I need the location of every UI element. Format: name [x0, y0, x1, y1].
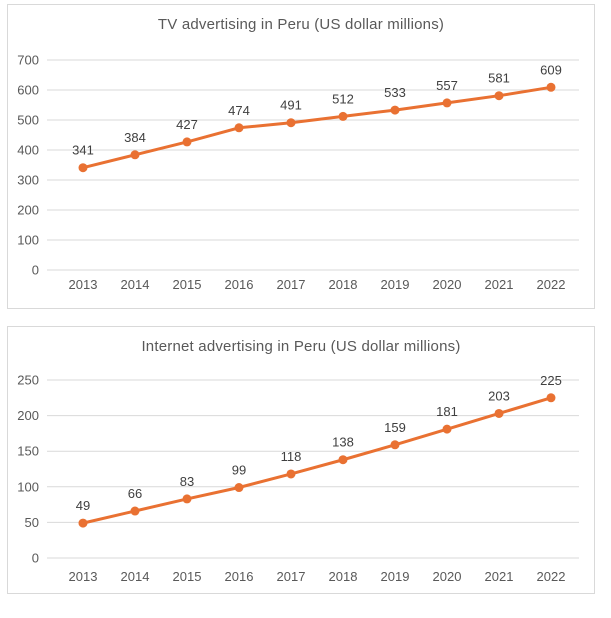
data-label: 203: [488, 388, 510, 403]
data-point-marker: [78, 518, 88, 528]
y-axis-tick-label: 700: [17, 53, 39, 68]
x-axis-tick-label: 2020: [433, 277, 462, 292]
data-label: 581: [488, 71, 510, 86]
y-axis-tick-label: 600: [17, 83, 39, 98]
data-label: 384: [124, 130, 146, 145]
x-axis-tick-label: 2021: [485, 569, 514, 584]
series-line: [81, 396, 553, 525]
series-line: [81, 85, 553, 170]
tv-chart-title: TV advertising in Peru (US dollar millio…: [157, 16, 445, 33]
data-point-marker: [78, 163, 88, 173]
x-axis-tick-label: 2017: [277, 277, 306, 292]
data-label: 557: [436, 78, 458, 93]
y-axis-tick-label: 200: [17, 203, 39, 218]
data-point-marker: [234, 123, 244, 133]
y-axis-tick-label: 500: [17, 113, 39, 128]
data-label: 66: [128, 486, 142, 501]
data-point-marker: [182, 494, 192, 504]
y-axis-tick-label: 0: [32, 551, 39, 566]
data-point-marker: [494, 91, 504, 101]
data-point-marker: [442, 98, 452, 108]
data-point-marker: [130, 506, 140, 516]
x-axis-tick-label: 2020: [433, 569, 462, 584]
y-axis-tick-label: 300: [17, 173, 39, 188]
data-point-marker: [546, 393, 556, 403]
data-point-marker: [234, 483, 244, 493]
x-axis-tick-label: 2022: [537, 277, 566, 292]
data-label: 49: [76, 498, 90, 513]
tv-advertising-line-chart: 0 100 200 300 400 500 600 700 2013 2014 2015 2016 20…: [17, 53, 579, 292]
data-point-marker: [286, 118, 296, 128]
y-axis-tick-label: 100: [17, 233, 39, 248]
y-axis-tick-label: 50: [25, 515, 39, 530]
x-axis-tick-label: 2018: [329, 569, 358, 584]
data-label: 99: [232, 463, 246, 478]
data-label: 427: [176, 117, 198, 132]
data-point-marker: [338, 455, 348, 465]
x-axis-tick-label: 2016: [225, 569, 254, 584]
data-label: 341: [72, 143, 94, 158]
data-point-marker: [442, 424, 452, 434]
x-axis-tick-label: 2014: [121, 277, 150, 292]
y-axis-tick-label: 250: [17, 373, 39, 388]
data-point-marker: [286, 469, 296, 479]
data-label: 609: [540, 62, 562, 77]
data-point-marker: [494, 408, 504, 418]
x-axis-tick-label: 2013: [69, 569, 98, 584]
data-point-marker: [546, 82, 556, 92]
data-label: 83: [180, 474, 194, 489]
x-axis-tick-label: 2013: [69, 277, 98, 292]
x-axis-tick-label: 2016: [225, 277, 254, 292]
internet-chart-title: Internet advertising in Peru (US dollar …: [141, 338, 461, 355]
x-axis-tick-label: 2019: [381, 569, 410, 584]
data-label: 491: [280, 98, 302, 113]
x-axis-tick-label: 2021: [485, 277, 514, 292]
y-axis-tick-label: 400: [17, 143, 39, 158]
x-axis-tick-label: 2015: [173, 569, 202, 584]
data-label: 225: [540, 373, 562, 388]
x-axis-tick-label: 2018: [329, 277, 358, 292]
data-label: 512: [332, 91, 354, 106]
data-point-marker: [338, 111, 348, 121]
data-label: 533: [384, 85, 406, 100]
data-point-marker: [390, 105, 400, 115]
data-label: 159: [384, 420, 406, 435]
data-point-marker: [182, 137, 192, 147]
y-axis-tick-label: 100: [17, 479, 39, 494]
data-label: 474: [228, 103, 250, 118]
data-label: 118: [281, 449, 302, 464]
x-axis-tick-label: 2022: [537, 569, 566, 584]
x-axis-tick-label: 2015: [173, 277, 202, 292]
tv-advertising-chart-panel: 0 100 200 300 400 500 600 700 2013 2014 2015 2016 20…: [7, 4, 595, 309]
data-point-marker: [390, 440, 400, 450]
internet-advertising-line-chart: 0 50 100 150 200 250 2013 2014 2015 2016 2017 2018 2…: [17, 373, 579, 584]
x-axis-tick-label: 2017: [277, 569, 306, 584]
y-axis-tick-label: 200: [17, 408, 39, 423]
data-label: 138: [332, 435, 354, 450]
x-axis-tick-label: 2019: [381, 277, 410, 292]
y-axis-tick-label: 0: [32, 263, 39, 278]
x-axis-tick-label: 2014: [121, 569, 150, 584]
data-label: 181: [436, 404, 458, 419]
internet-advertising-chart-panel: 0 50 100 150 200 250 2013 2014 2015 2016 2017 2018 2…: [7, 326, 595, 594]
y-axis-tick-label: 150: [17, 444, 39, 459]
data-point-marker: [130, 150, 140, 160]
